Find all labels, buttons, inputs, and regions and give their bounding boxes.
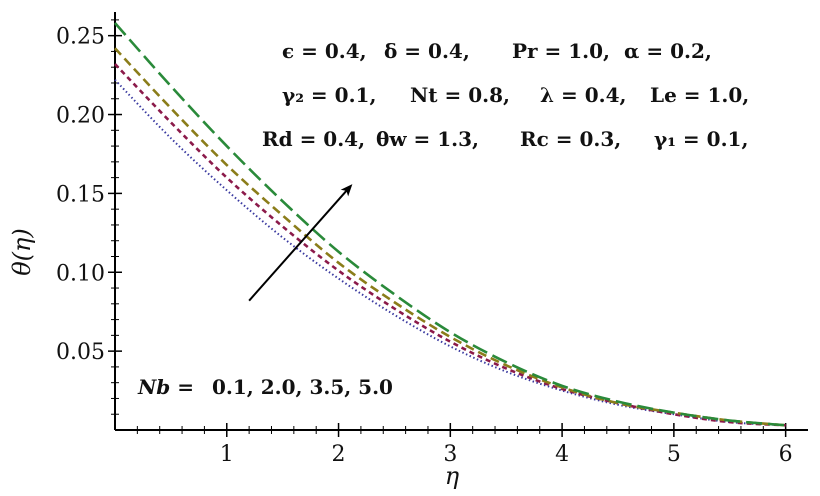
svg-text:Rd = 0.4, θw = 1.3,: Rd = 0.4, θw = 1.3, Rc = 0.3, γ₁ = 0.1,: [262, 127, 748, 151]
param-lambda: λ = 0.4,: [540, 83, 626, 107]
increase-arrow: [248, 184, 353, 302]
svg-text:γ₂ = 0.1, Nt = 0.8,: γ₂ = 0.1, Nt = 0.8, λ = 0.4, Le = 1.0,: [282, 83, 749, 107]
param-pr: Pr = 1.0,: [512, 39, 610, 63]
nb-label: Nb =: [137, 375, 194, 399]
param-gamma1: γ₁ = 0.1,: [654, 127, 748, 151]
y-tick-label: 0.20: [56, 104, 105, 129]
y-tick-label: 0.10: [56, 261, 105, 286]
param-thetaw: θw = 1.3,: [376, 127, 479, 151]
x-tick-label: 3: [443, 442, 457, 467]
tick-labels: 1 2 3 4 5 6 0.05 0.10 0.15 0.20 0.25: [56, 25, 793, 467]
axes: [108, 12, 808, 437]
param-delta: δ = 0.4,: [384, 39, 470, 63]
y-tick-label: 0.15: [56, 182, 105, 207]
svg-text:ϵ = 0.4, δ = 0.4,: ϵ = 0.4, δ = 0.4, Pr = 1.0, α = 0.2,: [282, 39, 712, 63]
x-tick-label: 4: [555, 442, 569, 467]
series-line-4: [114, 22, 786, 427]
y-tick-label: 0.05: [56, 340, 105, 365]
series-line-1: [114, 79, 786, 427]
x-tick-label: 1: [220, 442, 234, 467]
param-gamma2: γ₂ = 0.1,: [282, 83, 376, 107]
parameter-annotation: ϵ = 0.4, δ = 0.4, Pr = 1.0, α = 0.2, γ₂ …: [262, 39, 749, 151]
svg-text:Nb = 0.1, 2.0, 3.5, 5.0: Nb = 0.1, 2.0, 3.5, 5.0: [137, 375, 393, 399]
nb-annotation: Nb = 0.1, 2.0, 3.5, 5.0: [137, 375, 393, 399]
x-axis-label: η: [445, 462, 460, 490]
series-line-2: [114, 63, 786, 427]
param-rc: Rc = 0.3,: [520, 127, 621, 151]
x-tick-label: 5: [667, 442, 681, 467]
x-tick-label: 2: [332, 442, 346, 467]
param-alpha: α = 0.2,: [624, 39, 712, 63]
x-tick-label: 6: [779, 442, 793, 467]
nb-values: 0.1, 2.0, 3.5, 5.0: [212, 375, 393, 399]
param-rd: Rd = 0.4,: [262, 127, 365, 151]
param-epsilon: ϵ = 0.4,: [282, 39, 367, 63]
y-tick-label: 0.25: [56, 25, 105, 50]
series-group: [114, 22, 786, 427]
param-le: Le = 1.0,: [650, 83, 749, 107]
y-axis-label: θ(η): [8, 228, 36, 276]
param-nt: Nt = 0.8,: [410, 83, 510, 107]
